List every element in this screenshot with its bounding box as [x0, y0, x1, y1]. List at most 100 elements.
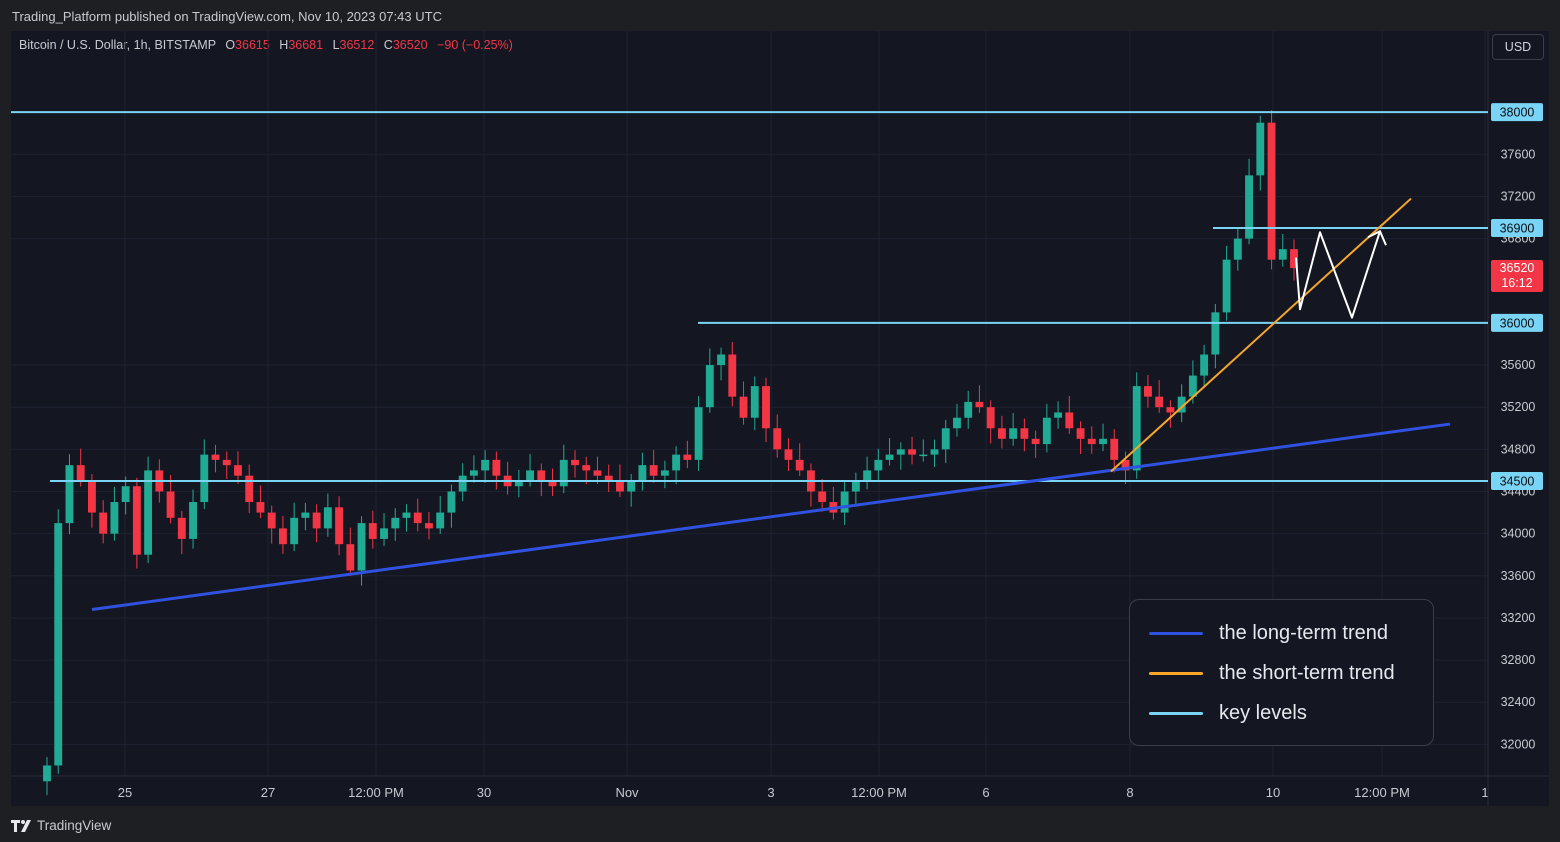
candle-body: [638, 465, 647, 481]
open-label: O: [225, 38, 236, 52]
candle-body: [211, 454, 220, 460]
candle-body: [874, 459, 883, 471]
candle-body: [222, 459, 231, 466]
key-level-tag: [1491, 313, 1543, 332]
candle-body: [863, 470, 872, 481]
candle-body: [380, 528, 388, 539]
legend-label-long-term: the long-term trend: [1219, 622, 1388, 644]
candle-body: [593, 470, 602, 476]
candle-body: [750, 386, 759, 418]
candle-body: [425, 523, 433, 529]
candle-body: [784, 449, 793, 460]
candle-body: [234, 465, 242, 476]
candle-body: [964, 401, 973, 418]
candle-body: [1177, 396, 1186, 413]
candle-body: [357, 523, 366, 571]
candle-body: [65, 465, 74, 524]
x-tick-label: 12:00 PM: [1354, 785, 1410, 800]
candle-body: [245, 475, 254, 503]
current-price-value: 36520: [1499, 261, 1535, 276]
candle-body: [627, 480, 636, 492]
legend-swatch-short-term: [1149, 672, 1203, 675]
candle-body: [1155, 396, 1164, 408]
candle-body: [391, 517, 400, 529]
candle-body: [773, 428, 782, 450]
candle-body: [121, 486, 130, 503]
candle-body: [492, 459, 501, 476]
low-value: 36512: [339, 38, 375, 52]
candle-body: [469, 470, 478, 476]
candle-body: [514, 480, 523, 487]
high-label: H: [279, 38, 289, 52]
candle-body: [717, 354, 725, 366]
low-label: L: [332, 38, 340, 52]
legend-swatch-key-levels: [1149, 712, 1203, 715]
candle-body: [1132, 386, 1141, 471]
legend-item-short-term: the short-term trend: [1149, 662, 1395, 685]
candle-body: [1267, 122, 1276, 260]
candle-body: [1020, 428, 1029, 439]
y-tick-label: 34800: [1501, 442, 1536, 456]
candle-body: [1076, 428, 1085, 439]
candle-body: [986, 407, 995, 429]
candle-body: [290, 517, 299, 545]
candle-body: [694, 407, 703, 460]
candle-body: [559, 459, 568, 487]
legend-item-key-levels: key levels: [1149, 702, 1307, 725]
candle-body: [851, 480, 860, 492]
candle-body: [335, 507, 344, 545]
currency-button[interactable]: USD: [1492, 34, 1544, 60]
candle-body: [256, 502, 265, 513]
candle-body: [413, 512, 422, 524]
candle-body: [132, 486, 141, 555]
candle-body: [941, 428, 950, 450]
candle-body: [1233, 238, 1242, 260]
candle-body: [818, 491, 827, 503]
candle-body: [1278, 249, 1287, 260]
y-tick-label: 37600: [1501, 147, 1536, 161]
candle-body: [1166, 407, 1175, 413]
candle-body: [177, 517, 186, 539]
candle-body: [1256, 122, 1265, 176]
candle-body: [323, 507, 332, 529]
candle-body: [1087, 438, 1096, 445]
footer-brand-label: TradingView: [37, 818, 112, 833]
y-tick-label: 32800: [1501, 653, 1536, 667]
x-tick-label: 27: [261, 785, 275, 800]
candle-body: [649, 465, 658, 476]
candle-body: [908, 449, 916, 455]
candle-body: [1042, 417, 1051, 445]
candle-body: [548, 480, 557, 487]
candle-body: [166, 491, 175, 518]
candle-body: [312, 512, 321, 529]
candle-body: [76, 465, 85, 481]
candle-body: [458, 475, 467, 492]
y-tick-label: 33200: [1501, 611, 1536, 625]
candle-body: [660, 470, 669, 476]
candle-body: [975, 401, 984, 408]
candle-body: [997, 428, 1006, 439]
candle-body: [346, 544, 355, 571]
x-tick-label: 30: [477, 785, 491, 800]
key-level-tag-label: 38000: [1500, 106, 1535, 120]
y-tick-label: 32400: [1501, 695, 1536, 709]
candle-body: [1031, 438, 1040, 445]
candle-body: [526, 470, 535, 481]
candle-body: [604, 475, 613, 481]
y-tick-label: 37200: [1501, 189, 1536, 203]
candle-body: [582, 465, 591, 471]
candle-body: [301, 512, 310, 518]
candle-body: [762, 386, 770, 429]
candle-body: [189, 502, 197, 539]
legend-label-key-levels: key levels: [1219, 702, 1307, 724]
candle-body: [1054, 412, 1063, 418]
short-term-trend-line: [1110, 197, 1412, 473]
candle-body: [1211, 312, 1220, 355]
candle-body: [1121, 459, 1130, 471]
x-tick-label: 8: [1126, 785, 1133, 800]
candle-body: [896, 449, 905, 455]
candle-body: [953, 417, 961, 429]
candle-body: [930, 449, 939, 455]
candle-body: [1290, 249, 1298, 269]
